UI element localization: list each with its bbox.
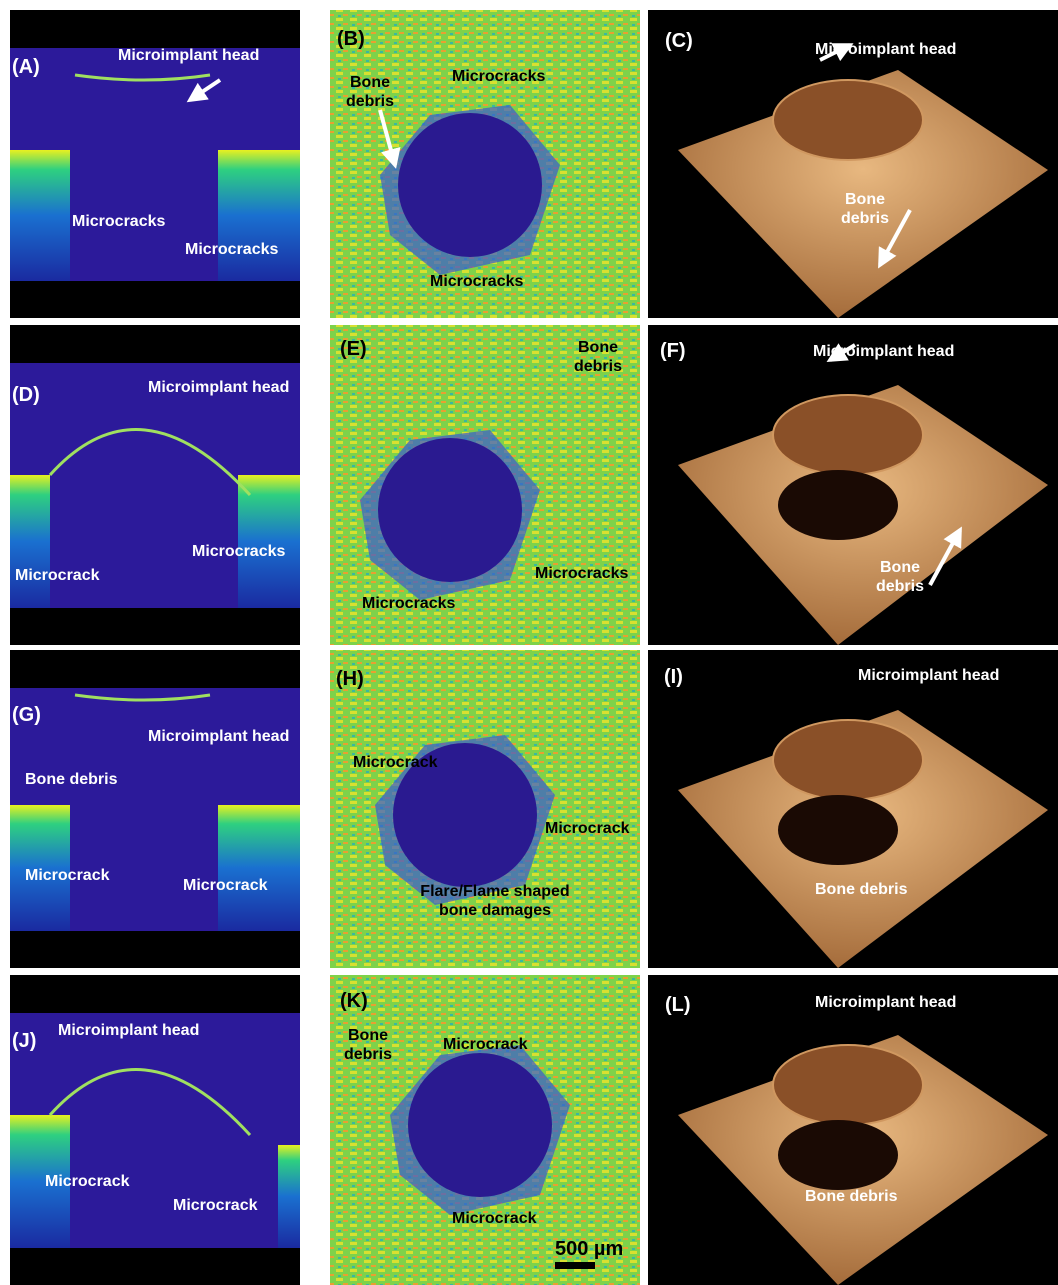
annotation: Microcrack	[45, 1172, 130, 1191]
annotation: Microcrack	[173, 1196, 258, 1215]
panel-label: (E)	[340, 340, 367, 359]
annotation: Microimplant head	[58, 1021, 199, 1040]
implant-3d	[773, 80, 923, 160]
scale-bar-label: 500 µm	[555, 1240, 623, 1259]
annotation: Microcracks	[185, 240, 278, 259]
annotation: Microimplant head	[858, 666, 999, 685]
panel-label: (J)	[12, 1032, 36, 1051]
annotation: Flare/Flame shaped bone damages	[405, 882, 585, 920]
implant-3d	[773, 395, 923, 475]
panel-label: (G)	[12, 706, 41, 725]
panel-label: (H)	[336, 670, 364, 689]
bone-left	[10, 150, 70, 281]
annotation: Microcrack	[353, 753, 438, 772]
hole-3d	[778, 1120, 898, 1190]
annotation: Microcracks	[430, 272, 523, 291]
annotation: Bone debris	[338, 1026, 398, 1064]
annotation: Microcrack	[452, 1209, 537, 1228]
annotation: Microcrack	[183, 876, 268, 895]
annotation: Bone debris	[805, 1187, 897, 1206]
annotation: Bone debris	[825, 190, 905, 228]
implant-hole	[398, 113, 542, 257]
annotation: Microcracks	[535, 564, 628, 583]
panel-label: (L)	[665, 996, 691, 1015]
hole-3d	[778, 795, 898, 865]
annotation: Microimplant head	[813, 342, 954, 361]
implant-3d	[773, 1045, 923, 1125]
panel-label: (C)	[665, 32, 693, 51]
annotation: Bone debris	[815, 880, 907, 899]
implant-hole	[378, 438, 522, 582]
annotation: Microimplant head	[815, 40, 956, 59]
annotation: Microimplant head	[815, 993, 956, 1012]
annotation: Microimplant head	[148, 727, 289, 746]
implant-hole	[408, 1053, 552, 1197]
annotation: Microcracks	[452, 67, 545, 86]
bone-right	[218, 805, 300, 931]
bone-left	[10, 475, 50, 608]
panel-label: (B)	[337, 30, 365, 49]
annotation: Microimplant head	[118, 46, 259, 65]
annotation: Microcrack	[15, 566, 100, 585]
panel-label: (A)	[12, 58, 40, 77]
annotation: Microcracks	[362, 594, 455, 613]
panel-label: (K)	[340, 992, 368, 1011]
annotation: Microimplant head	[148, 378, 289, 397]
scale-bar	[555, 1262, 595, 1269]
annotation: Microcracks	[72, 212, 165, 231]
panel-label: (I)	[664, 668, 683, 687]
panel-label: (F)	[660, 342, 686, 361]
annotation: Microcrack	[443, 1035, 528, 1054]
panel-label: (D)	[12, 386, 40, 405]
annotation: Microcrack	[25, 866, 110, 885]
bone-right	[218, 150, 300, 281]
annotation: Microcrack	[545, 819, 630, 838]
figure: (A) Microimplant head Microcracks Microcrac…	[0, 0, 1058, 1285]
annotation: Bone debris	[568, 338, 628, 376]
bone-right	[278, 1145, 300, 1248]
annotation: Bone debris	[340, 73, 400, 111]
annotation: Microcracks	[192, 542, 285, 561]
annotation: Bone debris	[25, 770, 117, 789]
hole-3d	[778, 470, 898, 540]
annotation: Bone debris	[865, 558, 935, 596]
implant-3d	[773, 720, 923, 800]
